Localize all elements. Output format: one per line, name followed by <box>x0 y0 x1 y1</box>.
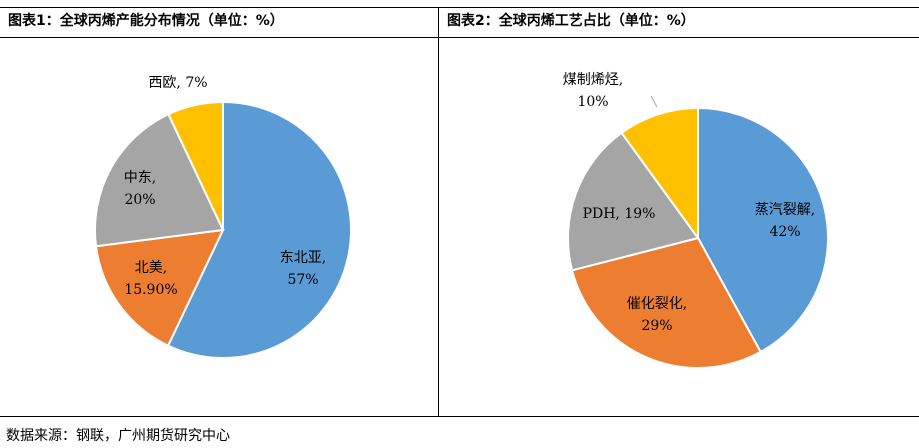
pie-2-slice-4 <box>620 106 699 242</box>
pie-chart-2: 蒸汽裂解, 42% 催化裂化, 29% PDH, 19% 煤制烯烃, 10% <box>563 72 829 369</box>
pie-2-data-label-2: 催化裂化, 29% <box>627 296 687 334</box>
pie-2-data-label-4: 煤制烯烃, 10% <box>563 72 623 110</box>
top-rule <box>0 7 919 8</box>
pie-2-slice-2 <box>570 236 762 369</box>
panel-divider <box>438 7 439 417</box>
chart-2-title: 图表2：全球丙烯工艺占比（单位：%） <box>447 13 695 29</box>
chart-1-title: 图表1：全球丙烯产能分布情况（单位：%） <box>8 13 284 29</box>
pie-2-slice-3 <box>567 131 700 272</box>
pie-1-slice-3 <box>94 112 225 248</box>
pie-1-data-label-2: 北美, 15.90% <box>124 260 177 298</box>
title-underline <box>0 37 919 38</box>
pie-2-leader-line <box>650 95 658 108</box>
pie-2-data-label-3: PDH, 19% <box>583 206 656 222</box>
pie-chart-1: 东北亚, 57% 北美, 15.90% 中东, 20% 西欧, 7% <box>94 75 352 359</box>
bottom-rule <box>0 416 919 417</box>
pie-1-slice-2 <box>94 228 225 347</box>
chart-panel-1: 图表1：全球丙烯产能分布情况（单位：%） 东北亚, 57% 北美, 15.90% 中东,… <box>0 7 438 417</box>
pie-1-slice-4 <box>167 100 224 231</box>
pie-2-data-label-1: 蒸汽裂解, 42% <box>755 202 815 240</box>
pie-1-data-label-1: 东北亚, 57% <box>280 250 326 288</box>
pie-1-data-label-3: 中东, 20% <box>124 170 156 208</box>
pie-2-slice-1 <box>697 106 829 354</box>
pie-1-slice-1 <box>166 100 352 359</box>
pie-1-data-label-4: 西欧, 7% <box>148 75 207 91</box>
data-source-note: 数据来源：钢联，广州期货研究中心 <box>6 428 230 444</box>
chart-panel-2: 图表2：全球丙烯工艺占比（单位：%） 蒸汽裂解, 42% 催化裂化, 29% PDH, … <box>439 7 919 417</box>
